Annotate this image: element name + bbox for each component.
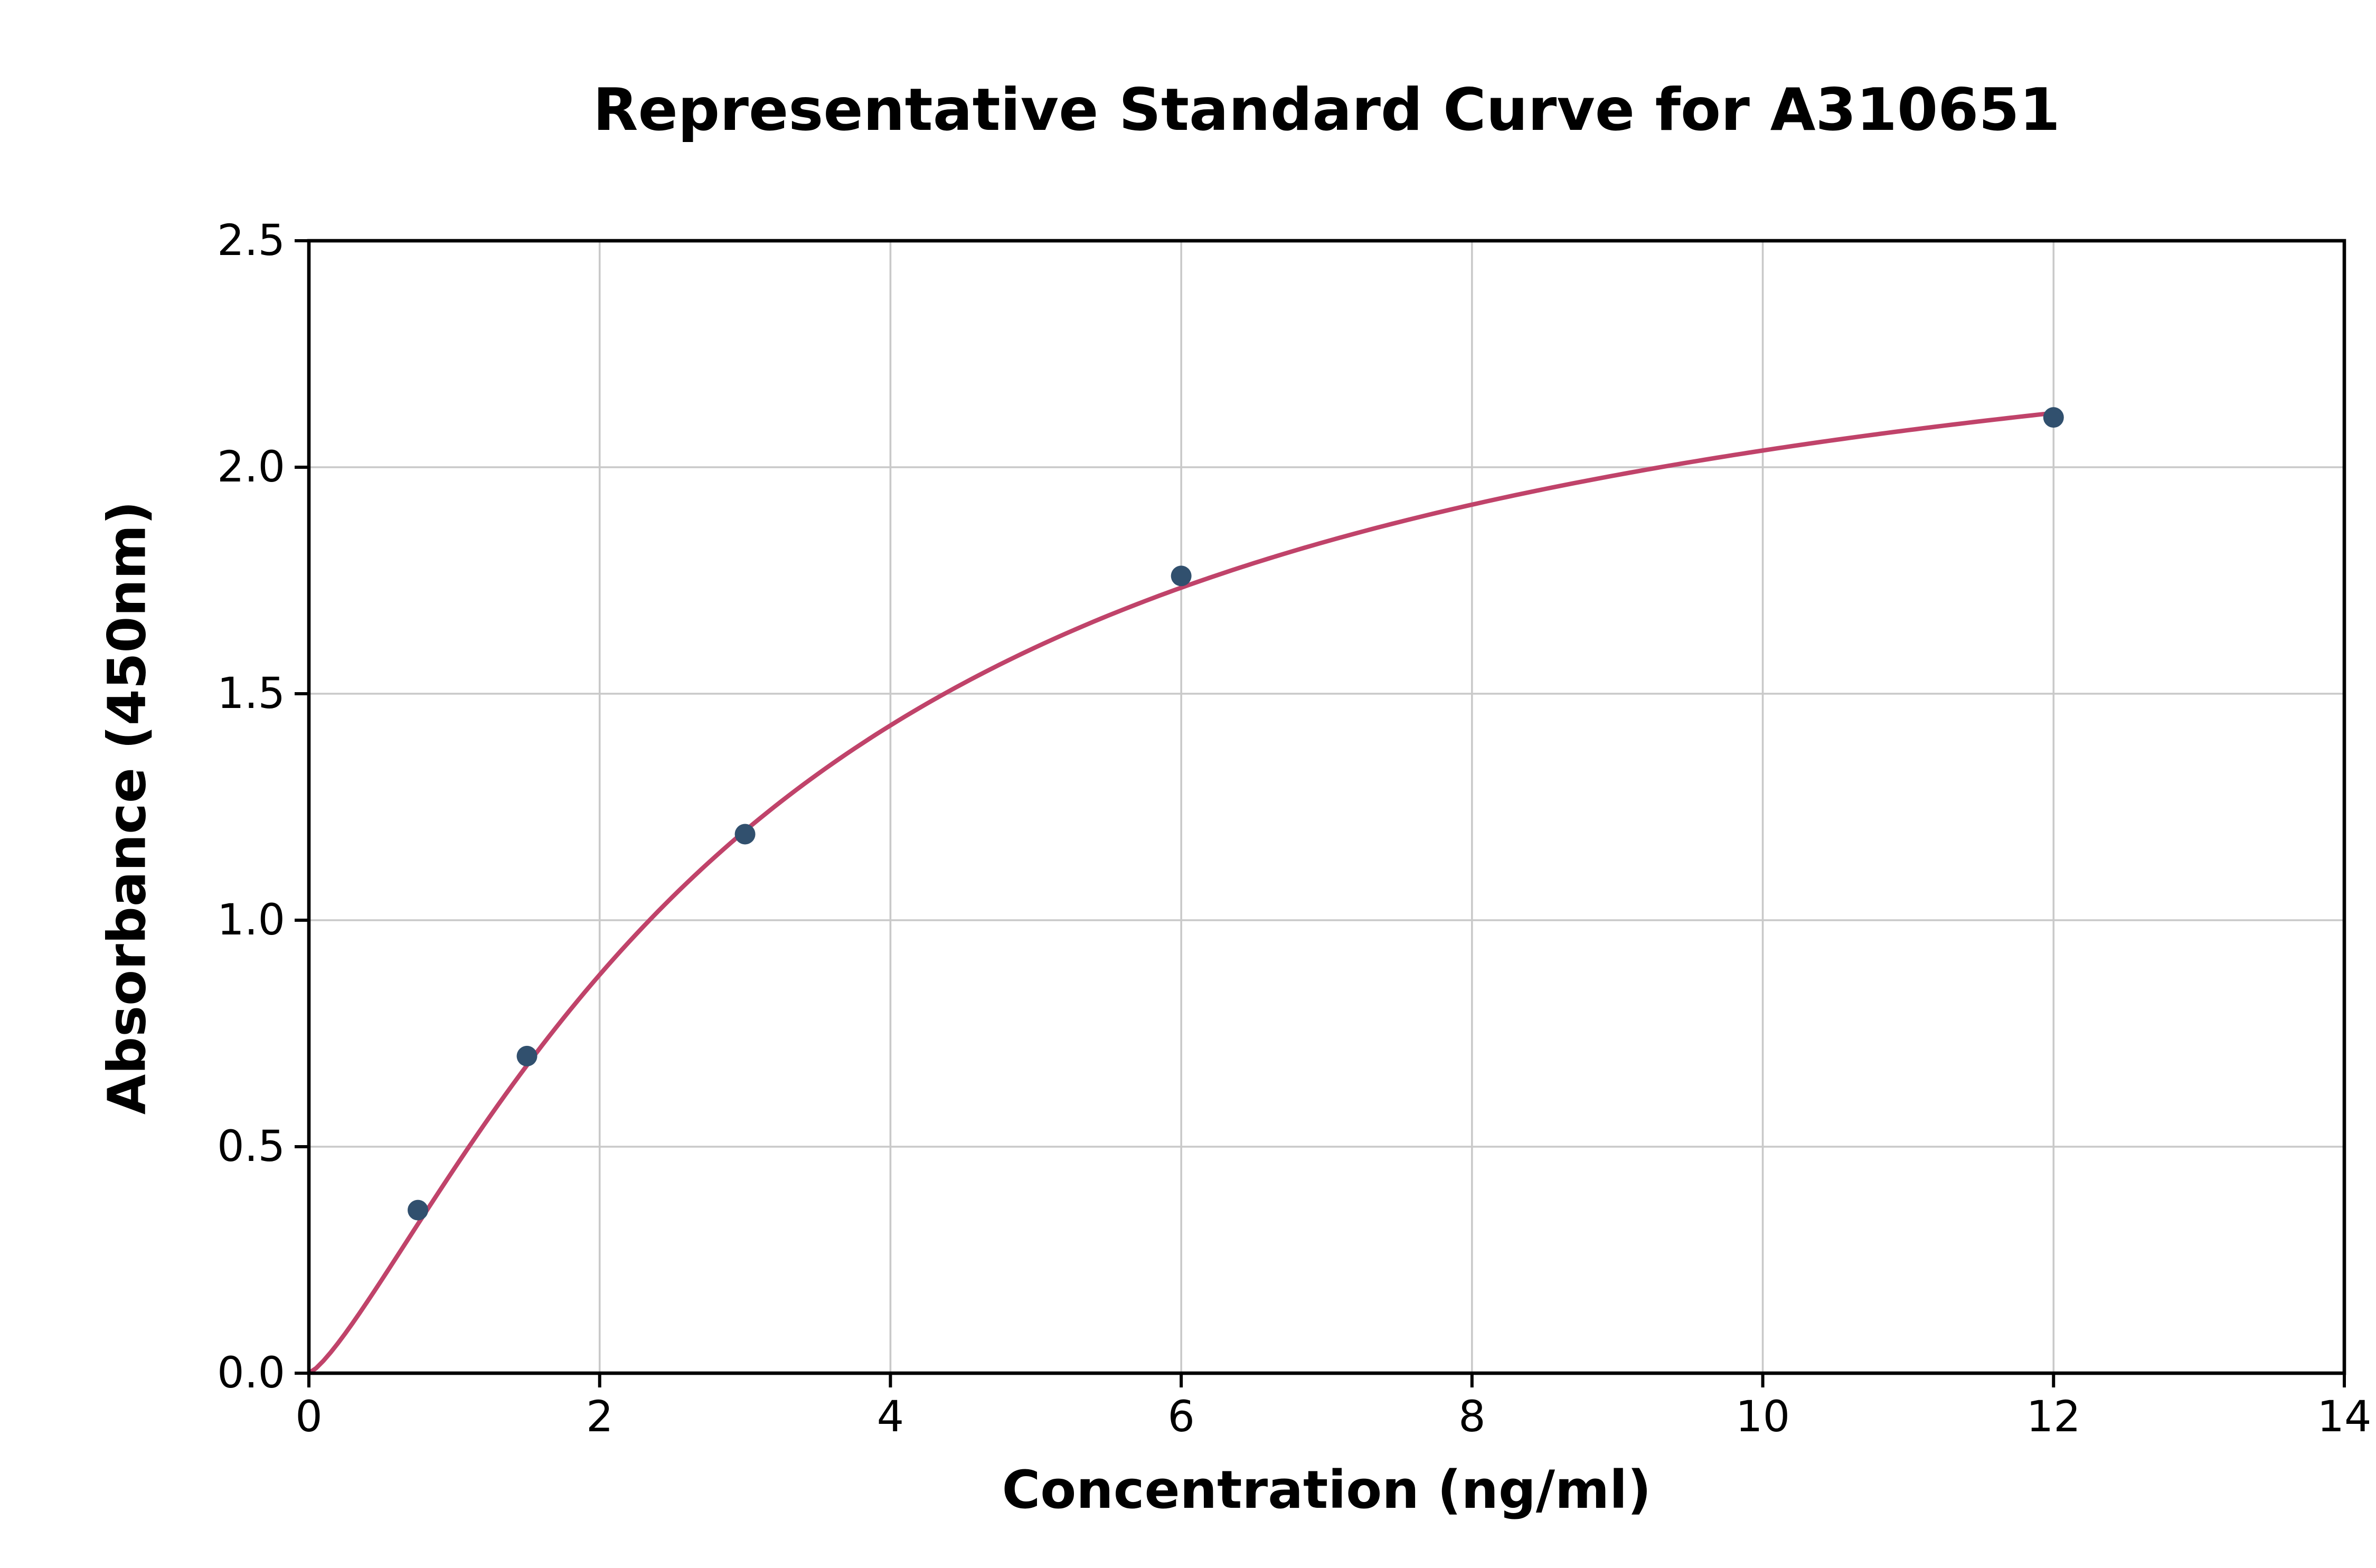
- x-tick-label: 4: [877, 1392, 904, 1442]
- x-tick-label: 8: [1458, 1392, 1486, 1442]
- y-tick-label: 2.5: [217, 216, 285, 266]
- fit-curve-line: [306, 411, 2056, 1376]
- data-point: [734, 824, 756, 845]
- y-tick-label: 1.0: [217, 895, 285, 945]
- y-tick-label: 0.5: [217, 1122, 285, 1172]
- data-point: [408, 1199, 429, 1221]
- plot-border: [307, 239, 2346, 1375]
- x-tick-label: 2: [586, 1392, 614, 1442]
- x-axis-label: Concentration (ng/ml): [1002, 1459, 1652, 1520]
- chart-title: Representative Standard Curve for A31065…: [593, 76, 2060, 144]
- x-tick-label: 12: [2026, 1392, 2081, 1442]
- y-tick-label: 1.5: [217, 669, 285, 719]
- x-tick-label: 14: [2317, 1392, 2371, 1442]
- y-tick-label: 0.0: [217, 1348, 285, 1398]
- x-tick-label: 10: [1736, 1392, 1790, 1442]
- data-point: [1171, 565, 1192, 587]
- data-point: [516, 1045, 538, 1066]
- x-tick-label: 6: [1167, 1392, 1195, 1442]
- y-tick-label: 2.0: [217, 442, 285, 492]
- data-point: [2043, 407, 2064, 428]
- x-tick-label: 0: [295, 1392, 323, 1442]
